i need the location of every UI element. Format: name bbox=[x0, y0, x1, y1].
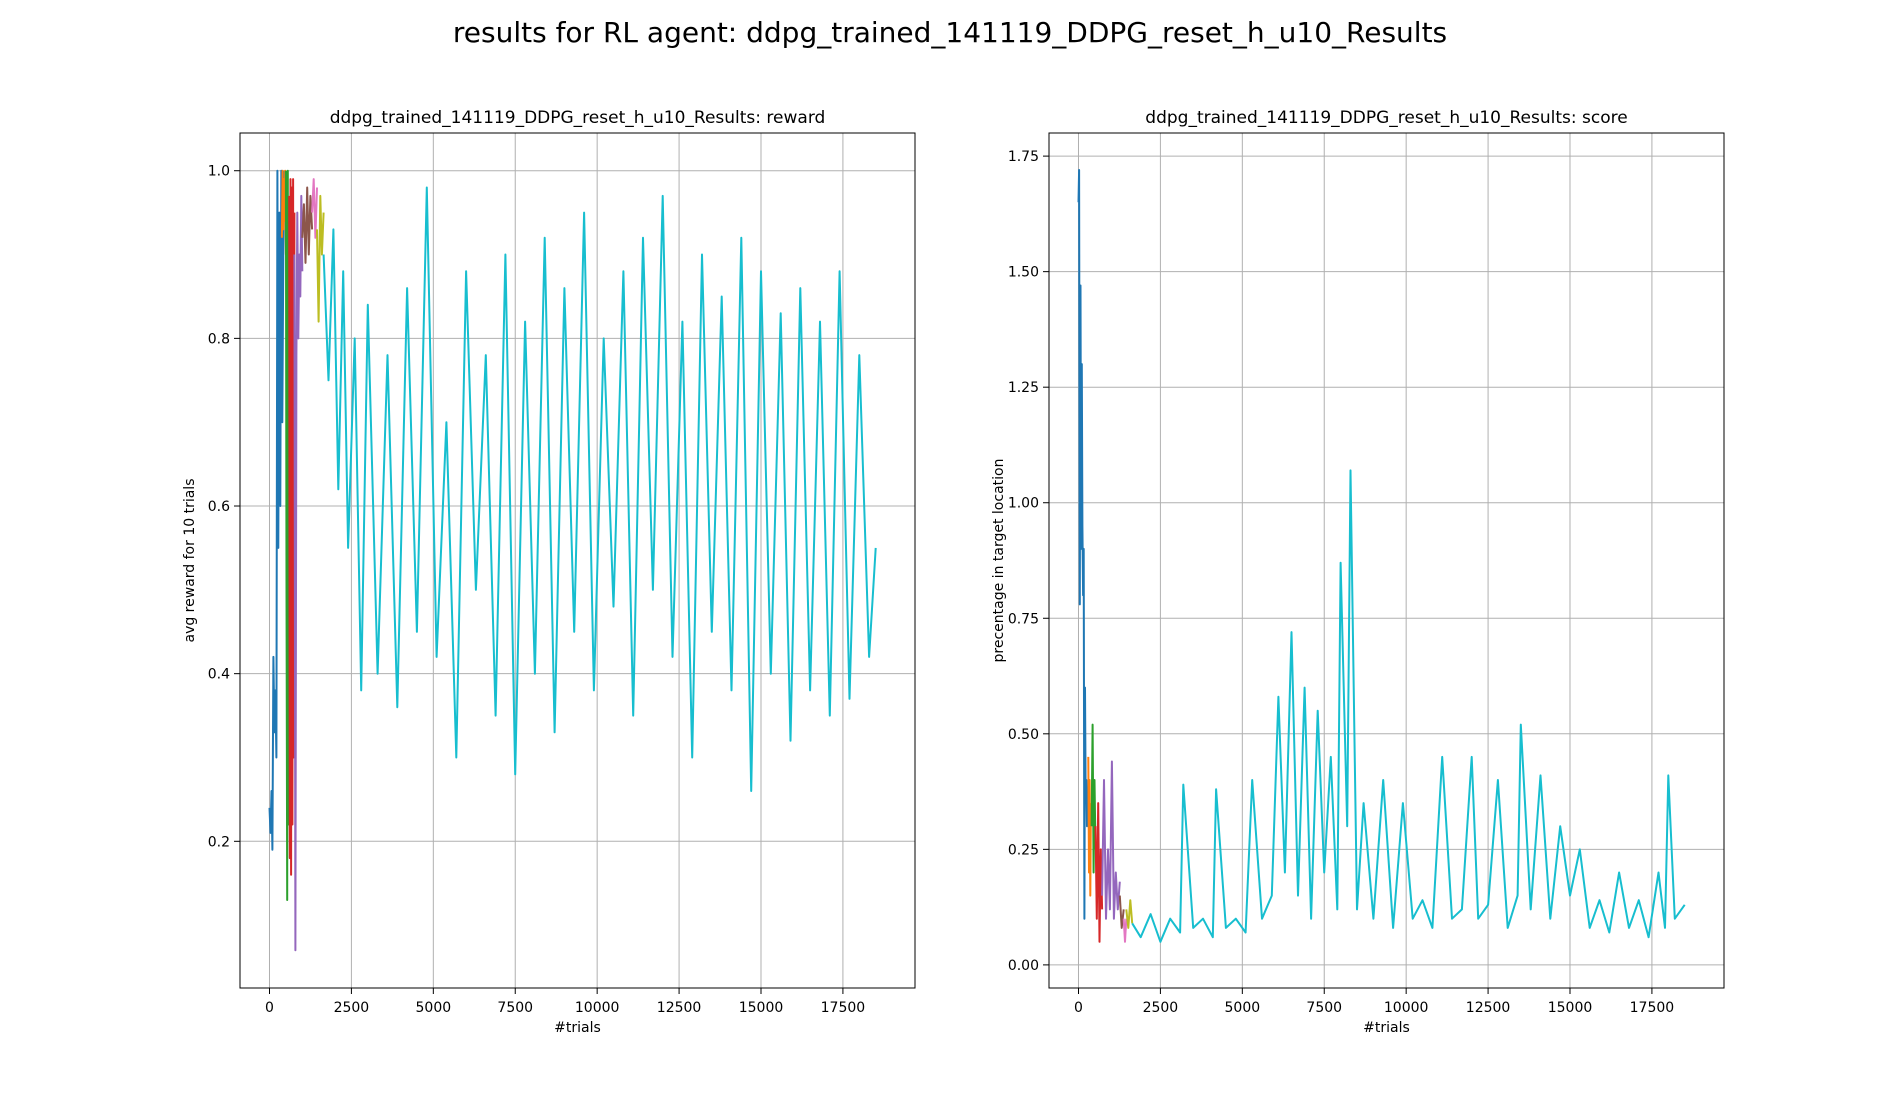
score-plot-area bbox=[1049, 133, 1724, 988]
score-series-line-6 bbox=[1118, 895, 1125, 929]
reward-chart-title: ddpg_trained_141119_DDPG_reset_h_u10_Res… bbox=[330, 108, 826, 128]
score-x-tick-label: 5000 bbox=[1225, 1000, 1261, 1016]
reward-axes-frame bbox=[239, 132, 916, 989]
score-series-line-9 bbox=[1131, 469, 1686, 943]
reward-y-axis-label: avg reward for 10 trials bbox=[182, 478, 198, 642]
reward-plot-area bbox=[240, 133, 915, 988]
reward-x-tick-label: 10000 bbox=[575, 1000, 620, 1016]
reward-series-line-7 bbox=[311, 178, 318, 239]
reward-y-tick-label: 0.2 bbox=[208, 834, 230, 850]
reward-x-tick-label: 2500 bbox=[334, 1000, 370, 1016]
score-x-tick-label: 10000 bbox=[1384, 1000, 1429, 1016]
reward-x-tick-label: 5000 bbox=[416, 1000, 452, 1016]
score-x-tick-label: 2500 bbox=[1143, 1000, 1179, 1016]
reward-x-tick-label: 12500 bbox=[657, 1000, 702, 1016]
score-y-tick-label: 0.00 bbox=[1008, 958, 1039, 974]
reward-series-line-3 bbox=[284, 169, 291, 901]
figure-title: results for RL agent: ddpg_trained_14111… bbox=[452, 16, 1448, 49]
score-y-tick-label: 1.25 bbox=[1008, 380, 1039, 396]
score-y-tick-label: 1.50 bbox=[1008, 265, 1039, 281]
score-y-tick-label: 0.50 bbox=[1008, 727, 1039, 743]
reward-series-line-4 bbox=[288, 178, 296, 876]
score-series-line-4 bbox=[1094, 802, 1104, 943]
reward-x-axis-label: #trials bbox=[554, 1020, 601, 1036]
score-x-tick-label: 15000 bbox=[1548, 1000, 1593, 1016]
score-x-tick-label: 0 bbox=[1074, 1000, 1083, 1016]
score-x-axis-label: #trials bbox=[1363, 1020, 1410, 1036]
score-series-line-1 bbox=[1077, 169, 1089, 920]
score-series-line-3 bbox=[1090, 723, 1097, 874]
score-chart: 0 2500 5000 7500 10000 12500 15000 17500 0.00 0.2… bbox=[991, 108, 1725, 1036]
score-x-tick-label: 12500 bbox=[1466, 1000, 1511, 1016]
reward-x-tick-label: 7500 bbox=[497, 1000, 533, 1016]
score-series-line-5 bbox=[1101, 760, 1121, 920]
score-series-line-7 bbox=[1122, 918, 1128, 943]
reward-series-line-9 bbox=[322, 186, 877, 792]
reward-series-group bbox=[268, 169, 877, 952]
reward-y-tick-label: 0.8 bbox=[208, 331, 230, 347]
score-chart-title: ddpg_trained_141119_DDPG_reset_h_u10_Res… bbox=[1145, 108, 1627, 128]
score-x-tick-label: 7500 bbox=[1306, 1000, 1342, 1016]
reward-chart: 0 2500 5000 7500 10000 12500 15000 17500 0.2 0.4 0… bbox=[182, 108, 916, 1036]
reward-y-tick-label: 0.4 bbox=[208, 667, 230, 683]
score-y-axis-label: precentage in target location bbox=[991, 459, 1007, 663]
reward-series-line-1 bbox=[268, 169, 286, 851]
score-series-line-2 bbox=[1087, 756, 1092, 897]
reward-series-line-8 bbox=[316, 194, 325, 323]
score-y-tick-label: 1.00 bbox=[1008, 496, 1039, 512]
reward-y-tick-label: 1.0 bbox=[208, 164, 230, 180]
score-y-tick-label: 0.25 bbox=[1008, 842, 1039, 858]
score-series-line-8 bbox=[1125, 899, 1134, 929]
score-series-group bbox=[1077, 169, 1686, 943]
reward-x-tick-label: 0 bbox=[265, 1000, 274, 1016]
score-x-tick-label: 17500 bbox=[1630, 1000, 1675, 1016]
score-axes-frame bbox=[1048, 132, 1725, 989]
reward-y-tick-label: 0.6 bbox=[208, 499, 230, 515]
reward-series-line-6 bbox=[301, 186, 314, 264]
reward-x-tick-label: 17500 bbox=[821, 1000, 866, 1016]
reward-series-line-5 bbox=[293, 194, 304, 952]
reward-x-tick-label: 15000 bbox=[739, 1000, 784, 1016]
score-y-tick-label: 0.75 bbox=[1008, 611, 1039, 627]
score-y-tick-label: 1.75 bbox=[1008, 149, 1039, 165]
